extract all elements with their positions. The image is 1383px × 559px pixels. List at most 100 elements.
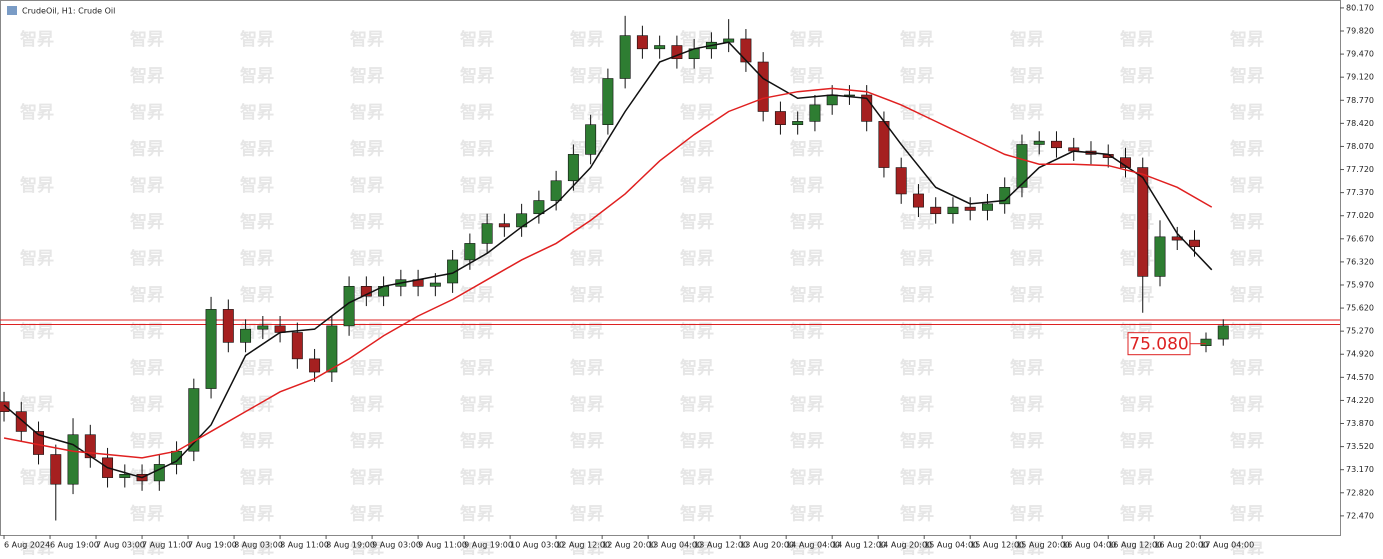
watermark: 智昇 [790,248,824,269]
annotation-box [1127,332,1191,356]
watermark: 智昇 [460,394,494,415]
y-tick-label: 77.370 [1346,188,1374,197]
candle-body [1189,239,1200,248]
y-tick-label: 80.170 [1346,3,1374,12]
watermark: 智昇 [350,504,384,525]
y-tick-label: 79.820 [1346,27,1374,36]
watermark: 智昇 [790,321,824,342]
watermark: 智昇 [460,431,494,452]
watermark: 智昇 [20,540,54,555]
watermark: 智昇 [350,139,384,160]
watermark: 智昇 [680,394,714,415]
watermark: 智昇 [680,139,714,160]
candle-body [67,434,79,485]
x-tick-label: 8 Aug 11:00 [280,541,329,550]
watermark: 智昇 [130,504,164,525]
watermark: 智昇 [1230,504,1264,525]
y-tick-label: 72.470 [1346,511,1374,520]
x-tick-label: 14 Aug 20:00 [878,541,932,550]
watermark: 智昇 [460,29,494,50]
watermark: 智昇 [350,212,384,233]
x-tick-label: 16 Aug 04:00 [1062,541,1116,550]
watermark: 智昇 [20,175,54,196]
candle-body [309,358,321,373]
watermark: 智昇 [1230,139,1264,160]
watermark: 智昇 [460,321,494,342]
watermark: 智昇 [1010,358,1044,379]
watermark: 智昇 [130,358,164,379]
watermark: 智昇 [350,102,384,123]
candle-body [619,35,631,79]
watermark: 智昇 [680,321,714,342]
watermark: 智昇 [350,358,384,379]
watermark: 智昇 [1010,321,1044,342]
y-tick-label: 74.570 [1346,373,1374,382]
candle-body [964,206,976,211]
watermark: 智昇 [240,540,274,555]
candle-body [222,309,234,343]
watermark: 智昇 [1120,504,1154,525]
y-tick-label: 78.070 [1346,142,1374,151]
annotation-text: 75.080 [1129,335,1188,355]
watermark: 智昇 [1120,102,1154,123]
watermark: 智昇 [130,175,164,196]
candle-body [585,124,597,155]
x-tick-label: 13 Aug 12:00 [694,541,748,550]
watermark: 智昇 [790,394,824,415]
watermark: 智昇 [350,29,384,50]
watermark: 智昇 [20,394,54,415]
x-tick-label: 12 Aug 12:00 [556,541,610,550]
candle-body [15,411,27,432]
watermark: 智昇 [790,175,824,196]
watermark: 智昇 [130,139,164,160]
candle-body [671,45,683,60]
candle-body [1050,140,1062,149]
watermark: 智昇 [240,248,274,269]
y-tick-label: 75.620 [1346,304,1374,313]
watermark: 智昇 [570,285,604,306]
watermark: 智昇 [1010,248,1044,269]
candle-body [774,111,786,125]
watermark: 智昇 [790,285,824,306]
x-tick-label: 17 Aug 04:00 [1200,541,1254,550]
candle-body [636,35,648,50]
watermark: 智昇 [460,540,494,555]
watermark: 智昇 [1120,212,1154,233]
watermark: 智昇 [680,467,714,488]
y-tick-label: 75.270 [1346,327,1374,336]
watermark: 智昇 [350,175,384,196]
watermark: 智昇 [460,175,494,196]
candle-body [188,388,200,452]
watermark: 智昇 [240,504,274,525]
watermark: 智昇 [1230,175,1264,196]
watermark: 智昇 [680,212,714,233]
watermark: 智昇 [240,29,274,50]
watermark: 智昇 [20,467,54,488]
watermark: 智昇 [130,212,164,233]
watermark: 智昇 [130,29,164,50]
watermark: 智昇 [460,467,494,488]
watermark: 智昇 [900,175,934,196]
watermark: 智昇 [1120,394,1154,415]
watermark: 智昇 [790,358,824,379]
watermark: 智昇 [20,248,54,269]
y-tick-label: 76.670 [1346,234,1374,243]
watermark: 智昇 [1120,66,1154,87]
candle-body [757,61,769,112]
y-tick-label: 76.320 [1346,257,1374,266]
watermark: 智昇 [460,139,494,160]
watermark: 智昇 [1010,467,1044,488]
watermark: 智昇 [790,139,824,160]
watermark: 智昇 [1230,358,1264,379]
watermark: 智昇 [240,66,274,87]
watermark: 智昇 [1010,66,1044,87]
y-tick-label: 74.220 [1346,396,1374,405]
watermark: 智昇 [460,66,494,87]
x-tick-label: 14 Aug 12:00 [832,541,886,550]
watermark: 智昇 [570,321,604,342]
candle-body [0,401,10,412]
watermark: 智昇 [1230,431,1264,452]
candle-body [1016,144,1028,188]
